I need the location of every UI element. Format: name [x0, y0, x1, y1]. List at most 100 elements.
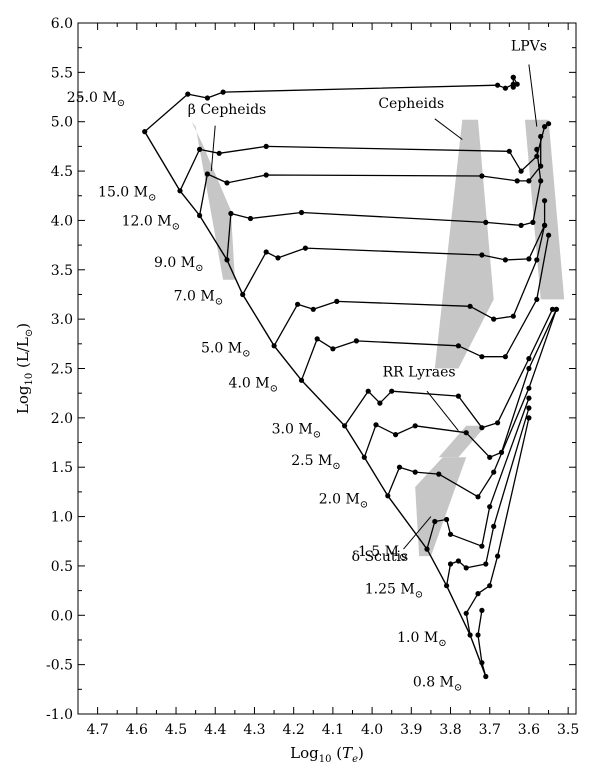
track-point: [483, 673, 489, 680]
y-tick-label: 3.5: [51, 263, 73, 279]
mass-label-sun-symbol: ⊙: [360, 500, 368, 511]
mass-label-text: 9.0 M: [154, 255, 195, 271]
mass-label: 2.5 M⊙: [291, 453, 340, 472]
mass-label-text: 12.0 M: [122, 213, 172, 229]
track-point: [538, 178, 544, 184]
mass-label-text: 1.5 M: [358, 544, 399, 560]
track-point: [447, 561, 454, 567]
track-point: [463, 610, 469, 616]
track-point: [518, 168, 524, 174]
mass-label-text: 3.0 M: [272, 422, 313, 438]
track-point: [365, 388, 371, 394]
track-point: [455, 558, 461, 564]
track-line: [144, 76, 518, 133]
mass-label-sun-symbol: ⊙: [148, 193, 156, 204]
x-tick-label: 4.6: [126, 722, 148, 738]
track-line: [477, 610, 487, 677]
track-15.0: [177, 121, 552, 194]
track-4.0: [298, 232, 552, 383]
track-point: [495, 82, 501, 88]
track-point: [385, 493, 391, 499]
region-3: [438, 425, 486, 458]
mass-label: 2.0 M⊙: [319, 492, 368, 511]
evolutionary-tracks: [142, 74, 560, 680]
y-axis-label-close: ): [14, 323, 32, 329]
track-point: [479, 425, 485, 431]
mass-label-sun-symbol: ⊙: [332, 461, 340, 472]
x-axis-label-var: T: [342, 744, 353, 762]
mass-label-sun-symbol: ⊙: [215, 296, 223, 307]
track-point: [373, 422, 379, 428]
track-point: [463, 565, 469, 571]
track-point: [263, 143, 269, 149]
track-point: [263, 172, 269, 178]
track-point: [491, 469, 497, 475]
track-point: [463, 430, 469, 436]
x-tick-label: 4.4: [204, 722, 226, 738]
mass-label-sun-symbol: ⊙: [270, 383, 278, 394]
track-point: [412, 423, 418, 429]
mass-label: 9.0 M⊙: [154, 255, 203, 274]
track-point: [479, 354, 485, 360]
mass-label: 0.8 M⊙: [413, 674, 462, 693]
track-point: [455, 393, 461, 399]
track-point: [479, 173, 485, 179]
y-axis-label-sub: 10: [24, 373, 35, 386]
mass-label: 1.0 M⊙: [397, 630, 446, 649]
annotations: β Cepheids Cepheids LPVs RR Lyraes δ Scutis: [188, 39, 547, 565]
track-point: [479, 543, 485, 549]
track-point: [526, 356, 532, 362]
track-point: [353, 338, 359, 344]
track-point: [204, 95, 210, 101]
track-2.0: [385, 306, 560, 500]
annotation-leader: [434, 118, 463, 140]
track-point: [412, 469, 418, 475]
mass-label: 3.0 M⊙: [272, 422, 321, 441]
x-tick-label: 4.3: [243, 722, 265, 738]
mass-label: 1.25 M⊙: [365, 582, 423, 601]
plot-frame: [77, 22, 577, 715]
x-tick-label: 4.2: [283, 722, 305, 738]
annotation-leader: [426, 390, 459, 432]
track-point: [534, 257, 540, 263]
track-point: [518, 222, 524, 228]
annotation-leader: [403, 516, 432, 550]
track-point: [506, 148, 512, 154]
track-point: [389, 388, 395, 394]
mass-label-sun-symbol: ⊙: [454, 682, 462, 693]
track-9.0: [224, 146, 544, 263]
y-tick-label: 0.5: [51, 559, 73, 575]
y-tick-label: 1.5: [51, 460, 73, 476]
track-point: [502, 257, 508, 263]
track-point: [553, 306, 560, 312]
track-line: [242, 200, 546, 295]
track-point: [467, 632, 473, 638]
y-tick-label: 1.0: [51, 510, 73, 526]
x-axis-label-text: Log: [290, 744, 319, 762]
track-point: [510, 84, 516, 90]
track-point: [393, 432, 399, 438]
region-1: [434, 119, 494, 369]
track-point: [396, 464, 403, 470]
mass-label-sun-symbol: ⊙: [313, 430, 321, 441]
mass-label-sun-symbol: ⊙: [195, 263, 203, 274]
mass-label: 15.0 M⊙: [98, 185, 156, 204]
y-tick-label: 0.0: [51, 608, 73, 624]
track-point: [502, 354, 508, 360]
mass-label-text: 1.0 M: [397, 630, 438, 646]
track-point: [185, 91, 191, 97]
y-axis-label-text: Log: [14, 385, 32, 414]
mass-label-sun-symbol: ⊙: [399, 552, 407, 563]
track-point: [377, 400, 383, 406]
mass-label-sun-symbol: ⊙: [117, 98, 125, 109]
y-tick-label: -0.5: [46, 658, 73, 674]
mass-label-sun-symbol: ⊙: [242, 349, 250, 360]
track-point: [263, 249, 269, 255]
mass-label-text: 0.8 M: [413, 674, 454, 690]
instability-regions: [191, 119, 565, 557]
track-point: [298, 377, 305, 383]
track-point: [526, 365, 532, 372]
annotation-label: δ Scutis: [352, 549, 409, 565]
track-point: [502, 85, 508, 91]
